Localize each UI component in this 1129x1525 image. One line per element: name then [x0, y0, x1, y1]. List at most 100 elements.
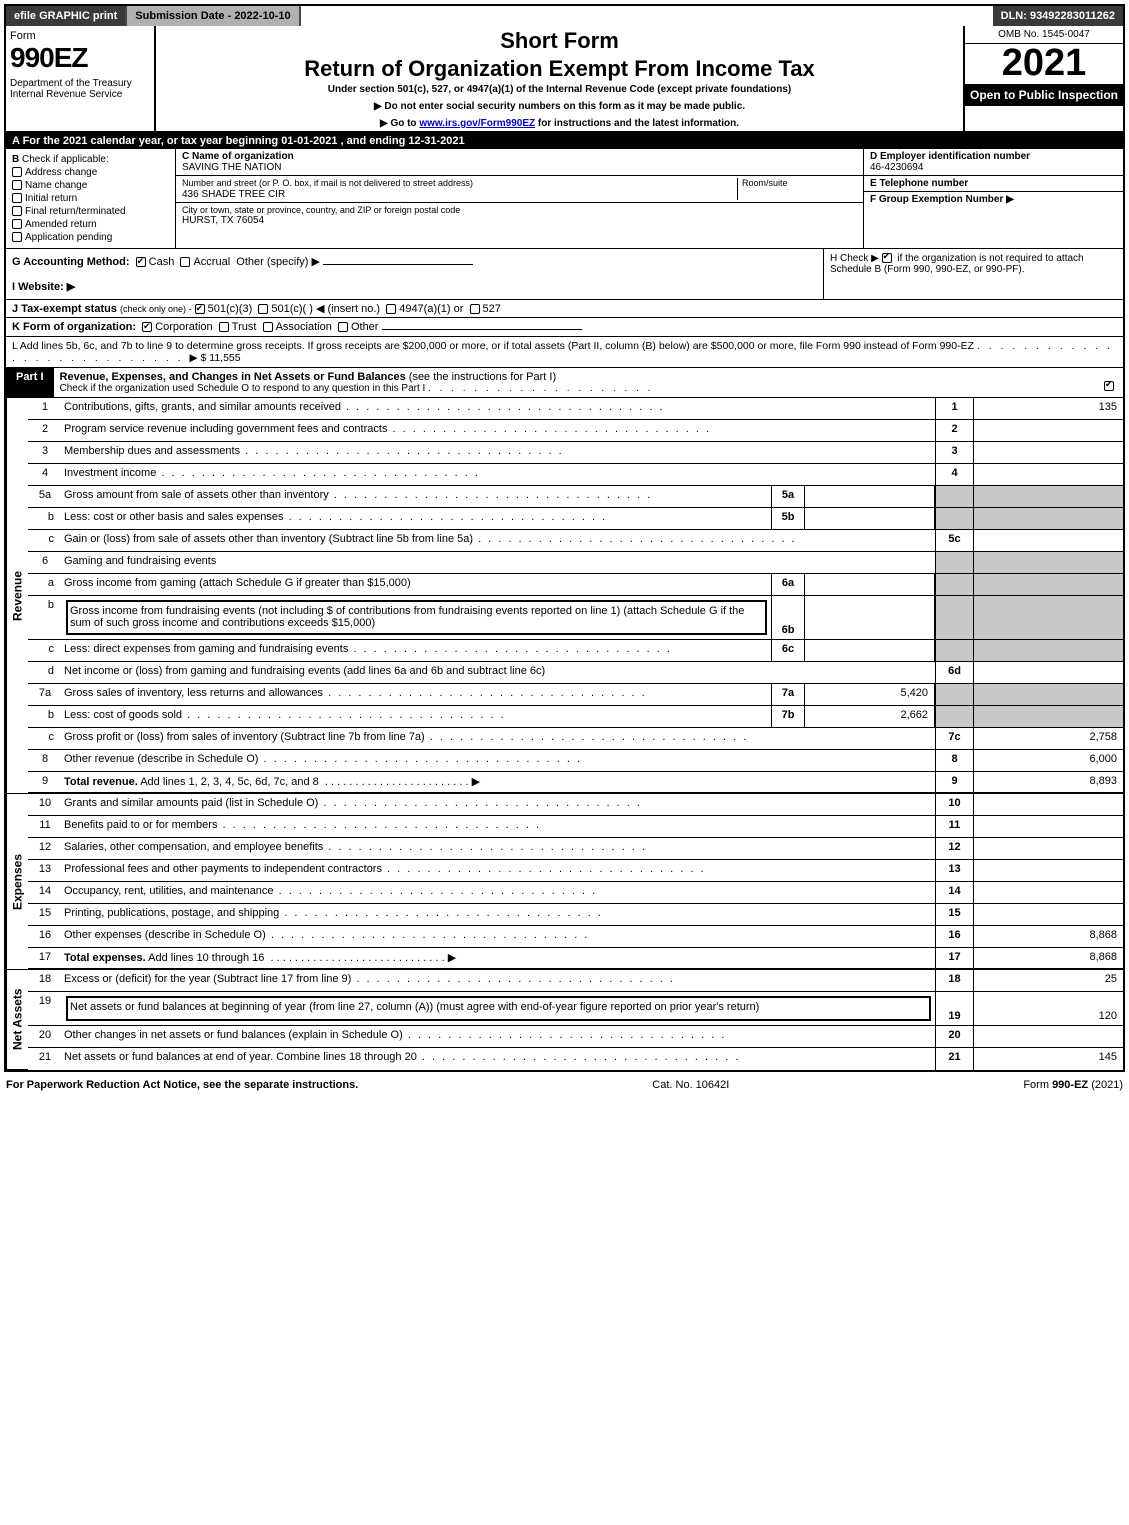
main-title: Return of Organization Exempt From Incom… [162, 56, 957, 82]
j-c: 501(c)( ) ◀ (insert no.) [271, 303, 380, 315]
col-def: D Employer identification number 46-4230… [863, 149, 1123, 248]
row-h: H Check ▶ if the organization is not req… [823, 249, 1123, 299]
cb-501c[interactable] [258, 304, 268, 314]
header-left: Form 990EZ Department of the Treasury In… [6, 26, 156, 131]
line-19: 19 Net assets or fund balances at beginn… [28, 992, 1123, 1026]
cb-527[interactable] [470, 304, 480, 314]
short-form-title: Short Form [162, 28, 957, 54]
netassets-section: Net Assets 18 Excess or (deficit) for th… [6, 970, 1123, 1070]
c-street-label: Number and street (or P. O. box, if mail… [182, 178, 473, 188]
line-6d: d Net income or (loss) from gaming and f… [28, 662, 1123, 684]
b-item-5: Application pending [25, 232, 112, 243]
topbar-spacer [301, 6, 993, 26]
part-i-note: (see the instructions for Part I) [409, 371, 556, 383]
line-6b: b Gross income from fundraising events (… [28, 596, 1123, 640]
b-item-2: Initial return [25, 193, 77, 204]
expenses-section: Expenses 10 Grants and similar amounts p… [6, 794, 1123, 970]
k-trust: Trust [232, 321, 257, 333]
j-label: J Tax-exempt status [12, 303, 117, 315]
cb-501c3[interactable] [195, 304, 205, 314]
line-5b: b Less: cost or other basis and sales ex… [28, 508, 1123, 530]
footer-right: Form 990-EZ (2021) [1023, 1079, 1123, 1091]
irs-link[interactable]: www.irs.gov/Form990EZ [419, 118, 535, 129]
form-word: Form [10, 30, 150, 42]
h-text1: H Check ▶ [830, 253, 879, 264]
footer-catno: Cat. No. 10642I [358, 1079, 1023, 1091]
i-label: I Website: ▶ [12, 281, 75, 293]
cb-amended-return[interactable] [12, 219, 22, 229]
row-j: J Tax-exempt status (check only one) - 5… [6, 300, 1123, 318]
cb-association[interactable] [263, 322, 273, 332]
row-g: G Accounting Method: Cash Accrual Other … [6, 249, 823, 299]
form-header: Form 990EZ Department of the Treasury In… [6, 26, 1123, 133]
row-l: L Add lines 5b, 6c, and 7b to line 9 to … [6, 337, 1123, 368]
part-i-title: Revenue, Expenses, and Changes in Net As… [54, 368, 1123, 397]
line-5a: 5a Gross amount from sale of assets othe… [28, 486, 1123, 508]
form-number: 990EZ [10, 42, 150, 74]
cb-final-return[interactable] [12, 206, 22, 216]
part-i-bar: Part I Revenue, Expenses, and Changes in… [6, 368, 1123, 398]
line-10: 10 Grants and similar amounts paid (list… [28, 794, 1123, 816]
col-c: C Name of organization SAVING THE NATION… [176, 149, 863, 248]
l-text: L Add lines 5b, 6c, and 7b to line 9 to … [12, 340, 974, 352]
k-label: K Form of organization: [12, 321, 136, 333]
b-head: B [12, 154, 19, 165]
k-assoc: Association [276, 321, 332, 333]
submission-date: Submission Date - 2022-10-10 [127, 6, 300, 26]
line-3: 3 Membership dues and assessments 3 [28, 442, 1123, 464]
side-netassets: Net Assets [6, 970, 28, 1070]
open-to-public: Open to Public Inspection [965, 84, 1123, 106]
line-9: 9 Total revenue. Total revenue. Add line… [28, 772, 1123, 794]
cb-initial-return[interactable] [12, 193, 22, 203]
j-sub: (check only one) - [120, 304, 192, 314]
b-item-1: Name change [25, 180, 87, 191]
part-i-tag: Part I [6, 368, 54, 397]
tax-year: 2021 [965, 44, 1123, 82]
b-item-4: Amended return [25, 219, 97, 230]
warn-ssn: ▶ Do not enter social security numbers o… [162, 101, 957, 112]
side-revenue: Revenue [6, 398, 28, 794]
org-name: SAVING THE NATION [182, 162, 857, 173]
cb-other-org[interactable] [338, 322, 348, 332]
cb-cash[interactable] [136, 257, 146, 267]
org-street: 436 SHADE TREE CIR [182, 189, 285, 200]
header-center: Short Form Return of Organization Exempt… [156, 26, 963, 131]
section-a-calendar: A For the 2021 calendar year, or tax yea… [6, 133, 1123, 149]
c-city-label: City or town, state or province, country… [182, 205, 857, 215]
cb-accrual[interactable] [180, 257, 190, 267]
subtitle: Under section 501(c), 527, or 4947(a)(1)… [162, 84, 957, 95]
line-17: 17 Total expenses. Add lines 10 through … [28, 948, 1123, 970]
line-6c: c Less: direct expenses from gaming and … [28, 640, 1123, 662]
line-16: 16 Other expenses (describe in Schedule … [28, 926, 1123, 948]
b-item-0: Address change [25, 167, 97, 178]
warn-pre: ▶ Go to [380, 118, 419, 129]
j-4947: 4947(a)(1) or [399, 303, 463, 315]
line-14: 14 Occupancy, rent, utilities, and maint… [28, 882, 1123, 904]
cb-name-change[interactable] [12, 180, 22, 190]
col-b: B Check if applicable: Address change Na… [6, 149, 176, 248]
line-21: 21 Net assets or fund balances at end of… [28, 1048, 1123, 1070]
l9-bold: Total revenue. [64, 776, 138, 788]
cb-application-pending[interactable] [12, 232, 22, 242]
cb-4947[interactable] [386, 304, 396, 314]
department: Department of the Treasury Internal Reve… [10, 78, 150, 100]
efile-print[interactable]: efile GRAPHIC print [6, 6, 127, 26]
line-1: 1 Contributions, gifts, grants, and simi… [28, 398, 1123, 420]
section-bcdef: B Check if applicable: Address change Na… [6, 149, 1123, 249]
cb-address-change[interactable] [12, 167, 22, 177]
page-footer: For Paperwork Reduction Act Notice, see … [0, 1076, 1129, 1094]
side-expenses: Expenses [6, 794, 28, 970]
line-13: 13 Professional fees and other payments … [28, 860, 1123, 882]
line-5c: c Gain or (loss) from sale of assets oth… [28, 530, 1123, 552]
cb-trust[interactable] [219, 322, 229, 332]
revenue-section: Revenue 1 Contributions, gifts, grants, … [6, 398, 1123, 794]
k-corp: Corporation [155, 321, 212, 333]
cb-schedule-b[interactable] [882, 253, 892, 263]
c-name-label: C Name of organization [182, 151, 857, 162]
line-20: 20 Other changes in net assets or fund b… [28, 1026, 1123, 1048]
line-12: 12 Salaries, other compensation, and emp… [28, 838, 1123, 860]
j-c3: 501(c)(3) [208, 303, 253, 315]
line-11: 11 Benefits paid to or for members 11 [28, 816, 1123, 838]
cb-corporation[interactable] [142, 322, 152, 332]
cb-schedule-o[interactable] [1104, 381, 1114, 391]
